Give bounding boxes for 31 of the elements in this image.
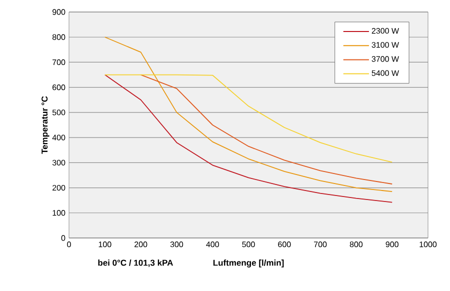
legend-label: 3100 W [372, 42, 399, 48]
y-tick-label: 800 [52, 34, 66, 40]
y-tick-label: 500 [52, 110, 66, 116]
x-tick-label: 500 [242, 242, 255, 248]
line-series [104, 36, 393, 192]
y-tick-label: 900 [52, 9, 66, 15]
y-tick-label: 600 [52, 84, 66, 90]
y-tick-label: 200 [52, 184, 66, 191]
y-axis-title: Temperatur °C [42, 96, 50, 154]
x-tick-label: 1000 [420, 242, 437, 248]
y-tick-label: 100 [52, 210, 66, 216]
x-tick-label: 0 [67, 242, 71, 248]
x-tick-label: 300 [170, 242, 184, 248]
legend-label: 2300 W [372, 28, 399, 34]
x-tick-label: 400 [206, 242, 219, 248]
x-tick-label: 100 [98, 242, 112, 248]
x-tick-label: 900 [386, 242, 398, 248]
legend-label: 3700 W [372, 56, 399, 62]
text: bei 0°C / 101,3 kPA [98, 260, 173, 267]
line-series [104, 74, 393, 203]
x-tick-label: 800 [350, 242, 363, 248]
x-tick-label: 700 [314, 242, 327, 248]
x-tick-label: 600 [278, 242, 291, 248]
line-series [140, 74, 393, 184]
x-axis-title: Luftmenge [l/min] [213, 260, 284, 268]
y-tick-label: 300 [52, 160, 66, 166]
y-tick-label: 700 [52, 59, 66, 66]
y-tick-label: 400 [52, 134, 66, 140]
y-tick-label: 0 [61, 235, 66, 241]
legend-label: 5400 W [372, 70, 399, 76]
x-tick-label: 200 [134, 242, 148, 248]
